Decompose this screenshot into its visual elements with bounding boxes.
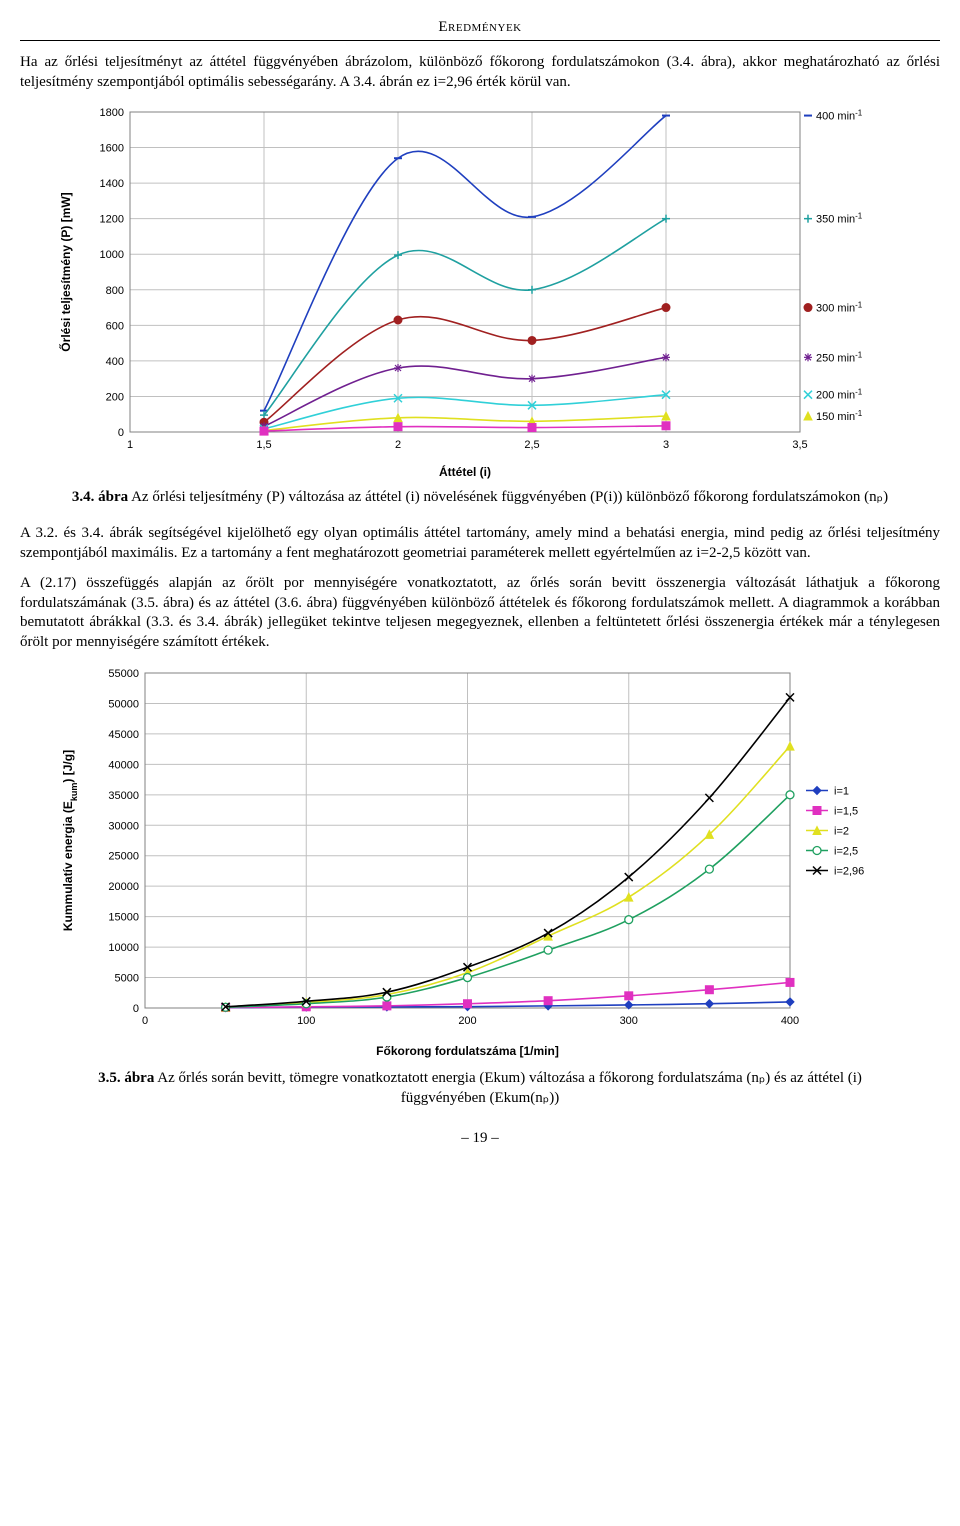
page-number-value: 19 — [473, 1130, 488, 1146]
chart-energy-vs-rpm: 0 5000 10000 15000 20000 25000 30000 35000 40000… — [50, 663, 910, 1063]
svg-text:1400: 1400 — [100, 179, 124, 191]
svg-text:15000: 15000 — [108, 912, 139, 924]
caption-label: 3.4. ábra — [72, 489, 128, 505]
svg-text:i=1: i=1 — [834, 785, 849, 797]
svg-text:30000: 30000 — [108, 820, 139, 832]
svg-text:i=2: i=2 — [834, 825, 849, 837]
svg-text:45000: 45000 — [108, 729, 139, 741]
svg-text:1200: 1200 — [100, 214, 124, 226]
paragraph-2: A 3.2. és 3.4. ábrák segítségével kijelö… — [20, 524, 940, 564]
caption-text: Az őrlés során bevitt, tömegre vonatkozt… — [157, 1070, 862, 1106]
svg-text:1000: 1000 — [100, 250, 124, 262]
svg-text:150 min-1: 150 min-1 — [816, 409, 863, 424]
svg-text:40000: 40000 — [108, 759, 139, 771]
svg-text:400: 400 — [106, 356, 124, 368]
chart-power-vs-ratio: 0 200 400 600 800 1000 1200 1400 1600 1800 1 1,5 2 2,… — [50, 102, 910, 482]
svg-text:50000: 50000 — [108, 698, 139, 710]
svg-text:0: 0 — [118, 427, 124, 439]
svg-text:200 min-1: 200 min-1 — [816, 388, 863, 403]
svg-text:i=2,96: i=2,96 — [834, 865, 864, 877]
svg-text:1800: 1800 — [100, 107, 124, 119]
svg-text:Kummulatív energia (Ekum) [J/g: Kummulatív energia (Ekum) [J/g] — [61, 750, 79, 931]
figure-3-5-caption: 3.5. ábra Az őrlés során bevitt, tömegre… — [60, 1069, 900, 1109]
page-number: – 19 – — [20, 1129, 940, 1149]
svg-text:10000: 10000 — [108, 942, 139, 954]
svg-text:1600: 1600 — [100, 143, 124, 155]
svg-text:5000: 5000 — [115, 973, 139, 985]
svg-text:1,5: 1,5 — [256, 439, 271, 451]
svg-text:250 min-1: 250 min-1 — [816, 350, 863, 365]
svg-text:300 min-1: 300 min-1 — [816, 300, 863, 315]
svg-text:25000: 25000 — [108, 851, 139, 863]
svg-text:2,5: 2,5 — [524, 439, 539, 451]
page-header: Eredmények — [20, 18, 940, 41]
caption-text: Az őrlési teljesítmény (P) változása az … — [131, 489, 888, 505]
svg-text:2: 2 — [395, 439, 401, 451]
svg-text:400 min-1: 400 min-1 — [816, 108, 863, 123]
svg-text:350 min-1: 350 min-1 — [816, 212, 863, 227]
paragraph-3: A (2.17) összefüggés alapján az őrölt po… — [20, 574, 940, 653]
svg-text:3: 3 — [663, 439, 669, 451]
svg-text:600: 600 — [106, 321, 124, 333]
svg-text:Őrlési teljesítmény (P) [mW]: Őrlési teljesítmény (P) [mW] — [58, 193, 73, 352]
svg-text:i=1,5: i=1,5 — [834, 805, 858, 817]
svg-text:400: 400 — [781, 1015, 799, 1027]
svg-text:0: 0 — [142, 1015, 148, 1027]
svg-text:Főkorong fordulatszáma [1/min]: Főkorong fordulatszáma [1/min] — [376, 1044, 559, 1058]
svg-text:20000: 20000 — [108, 881, 139, 893]
caption-label: 3.5. ábra — [98, 1070, 154, 1086]
intro-paragraph: Ha az őrlési teljesítményt az áttétel fü… — [20, 53, 940, 93]
svg-text:Áttétel (i): Áttétel (i) — [439, 464, 491, 479]
svg-text:200: 200 — [106, 392, 124, 404]
svg-text:100: 100 — [297, 1015, 315, 1027]
svg-text:i=2,5: i=2,5 — [834, 845, 858, 857]
svg-text:800: 800 — [106, 285, 124, 297]
svg-text:35000: 35000 — [108, 790, 139, 802]
figure-3-4-caption: 3.4. ábra Az őrlési teljesítmény (P) vál… — [60, 488, 900, 508]
svg-text:200: 200 — [458, 1015, 476, 1027]
svg-text:0: 0 — [133, 1003, 139, 1015]
svg-text:300: 300 — [620, 1015, 638, 1027]
svg-text:3,5: 3,5 — [792, 439, 807, 451]
svg-text:55000: 55000 — [108, 668, 139, 680]
svg-text:1: 1 — [127, 439, 133, 451]
